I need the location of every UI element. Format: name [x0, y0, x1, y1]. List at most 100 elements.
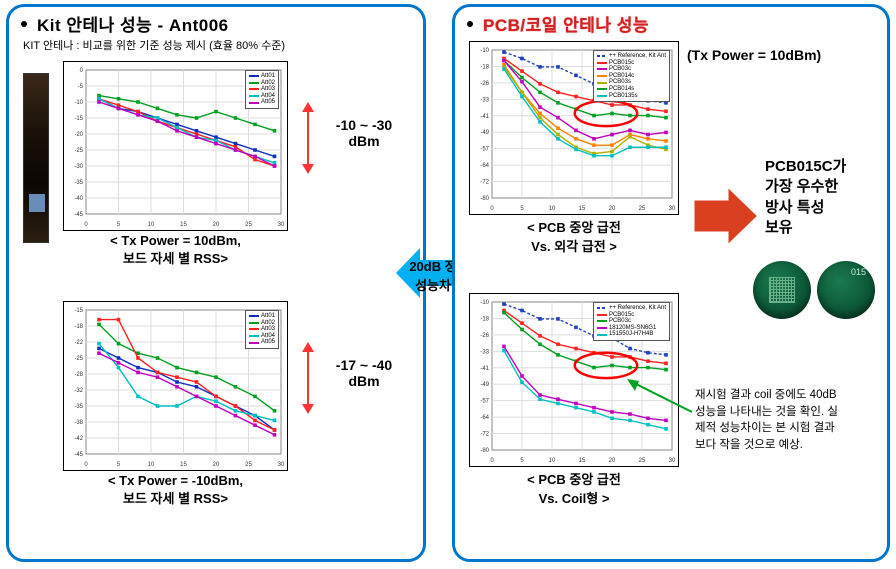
kit-antenna-panel: Kit 안테나 성능 - Ant006 KIT 안테나 : 비교를 위한 기준 … — [6, 4, 426, 562]
range-label-2: -17 ~ -40 dBm — [319, 357, 409, 389]
svg-text:-35: -35 — [74, 404, 83, 410]
svg-text:10: 10 — [148, 462, 155, 468]
svg-text:-57: -57 — [480, 147, 489, 153]
svg-text:0: 0 — [490, 458, 494, 464]
svg-text:-26: -26 — [480, 333, 489, 339]
svg-text:-5: -5 — [78, 84, 84, 90]
result-callout: PCB015C가 가장 우수한 방사 특성 보유 — [765, 157, 846, 238]
chart4-legend: ++ Reference, Kit AntPCB015cPCB03c18120M… — [593, 302, 670, 341]
svg-text:10: 10 — [148, 222, 155, 228]
chart2-wrap: 051015202530-45-42-38-35-32-28-25-22-18-… — [63, 301, 288, 507]
svg-text:-80: -80 — [480, 196, 489, 202]
svg-text:0: 0 — [490, 206, 494, 212]
svg-text:-18: -18 — [74, 324, 83, 330]
svg-text:15: 15 — [180, 462, 187, 468]
svg-text:-42: -42 — [74, 436, 83, 442]
svg-text:-26: -26 — [480, 81, 489, 87]
svg-text:-41: -41 — [480, 114, 489, 120]
antenna-photo — [23, 73, 49, 243]
svg-text:-64: -64 — [480, 163, 489, 169]
chart1-wrap: 051015202530-45-40-35-30-25-20-15-10-50A… — [63, 61, 288, 267]
svg-text:-18: -18 — [480, 316, 489, 322]
svg-text:25: 25 — [245, 222, 252, 228]
chart1-caption: < Tx Power = 10dBm, 보드 자세 별 RSS> — [63, 233, 288, 267]
svg-text:-33: -33 — [480, 349, 489, 355]
chart2: 051015202530-45-42-38-35-32-28-25-22-18-… — [63, 301, 288, 471]
left-title: Kit 안테나 성능 - Ant006 — [37, 11, 229, 36]
svg-text:5: 5 — [117, 222, 121, 228]
svg-text:-49: -49 — [480, 382, 489, 388]
svg-text:0: 0 — [80, 68, 84, 74]
svg-text:-10: -10 — [480, 300, 489, 306]
svg-text:-10: -10 — [480, 48, 489, 54]
range-label-1: -10 ~ -30 dBm — [319, 117, 409, 149]
svg-text:15: 15 — [579, 458, 586, 464]
svg-text:-45: -45 — [74, 212, 83, 218]
svg-text:20: 20 — [213, 222, 220, 228]
svg-text:-72: -72 — [480, 432, 489, 438]
chart1-legend: Att01Att02Att03Att04Att05 — [245, 70, 279, 109]
chart4-caption: < PCB 중앙 급전 Vs. Coil형 > — [469, 469, 679, 507]
svg-text:20: 20 — [609, 206, 616, 212]
svg-text:20: 20 — [213, 462, 220, 468]
svg-text:0: 0 — [84, 222, 88, 228]
svg-text:25: 25 — [245, 462, 252, 468]
pcb-photo-right: 015 — [817, 261, 875, 319]
pcb-coil-panel: PCB/코일 안테나 성능 (Tx Power = 10dBm) 0 5 10 15 2… — [452, 4, 890, 562]
pcb-photo-left — [753, 261, 811, 319]
bullet-icon — [21, 21, 27, 27]
svg-text:-80: -80 — [480, 448, 489, 454]
svg-text:30: 30 — [669, 206, 676, 212]
svg-text:-15: -15 — [74, 308, 83, 314]
svg-text:20: 20 — [609, 458, 616, 464]
svg-text:5: 5 — [520, 206, 524, 212]
chart2-legend: Att01Att02Att03Att04Att05 — [245, 310, 279, 349]
svg-text:-72: -72 — [480, 180, 489, 186]
svg-text:15: 15 — [180, 222, 187, 228]
green-arrow — [627, 377, 697, 422]
svg-text:-35: -35 — [74, 180, 83, 186]
svg-text:5: 5 — [117, 462, 121, 468]
svg-text:-38: -38 — [74, 420, 83, 426]
right-title: PCB/코일 안테나 성능 — [483, 11, 649, 36]
range-arrow-2 — [297, 342, 319, 419]
svg-text:30: 30 — [278, 462, 285, 468]
left-title-row: Kit 안테나 성능 - Ant006 — [9, 7, 423, 36]
svg-text:-20: -20 — [74, 132, 83, 138]
right-title-row: PCB/코일 안테나 성능 — [455, 7, 887, 36]
svg-text:25: 25 — [639, 206, 646, 212]
chart2-caption: < Tx Power = -10dBm, 보드 자세 별 RSS> — [63, 473, 288, 507]
chart3-caption: < PCB 중앙 급전 Vs. 외각 급전 > — [469, 217, 679, 255]
svg-text:5: 5 — [520, 458, 524, 464]
svg-text:-57: -57 — [480, 399, 489, 405]
svg-text:-22: -22 — [74, 340, 83, 346]
chart3-wrap: 0 5 10 15 20 25 30 -80 -72 -64 -57 -49 -41 -33 -26 -18 -… — [469, 41, 679, 255]
svg-text:10: 10 — [549, 206, 556, 212]
svg-text:10: 10 — [549, 458, 556, 464]
svg-text:30: 30 — [278, 222, 285, 228]
chart3-legend: ++ Reference, Kit AntPCB015cPCB03cPCB014… — [593, 50, 670, 102]
svg-text:30: 30 — [669, 458, 676, 464]
svg-text:-25: -25 — [74, 356, 83, 362]
svg-text:15: 15 — [579, 206, 586, 212]
svg-text:-49: -49 — [480, 130, 489, 136]
tx-power-label: (Tx Power = 10dBm) — [687, 47, 821, 63]
svg-text:-45: -45 — [74, 452, 83, 458]
result-arrow — [693, 181, 759, 251]
range-arrow-1 — [297, 102, 319, 179]
left-subtitle: KIT 안테나 : 비교를 위한 기준 성능 제시 (효율 80% 수준) — [9, 37, 423, 53]
chart1: 051015202530-45-40-35-30-25-20-15-10-50A… — [63, 61, 288, 231]
bullet-icon — [467, 21, 473, 27]
note-text: 재시험 결과 coil 중에도 40dB 성능을 나타내는 것을 확인. 실 제… — [695, 387, 885, 454]
svg-text:-32: -32 — [74, 388, 83, 394]
chart3: 0 5 10 15 20 25 30 -80 -72 -64 -57 -49 -41 -33 -26 -18 -… — [469, 41, 679, 215]
svg-text:25: 25 — [639, 458, 646, 464]
svg-text:-15: -15 — [74, 116, 83, 122]
svg-text:-40: -40 — [74, 196, 83, 202]
svg-text:-33: -33 — [480, 97, 489, 103]
svg-text:-10: -10 — [74, 100, 83, 106]
svg-text:-28: -28 — [74, 372, 83, 378]
svg-text:-64: -64 — [480, 415, 489, 421]
svg-text:-18: -18 — [480, 64, 489, 70]
svg-text:-41: -41 — [480, 366, 489, 372]
